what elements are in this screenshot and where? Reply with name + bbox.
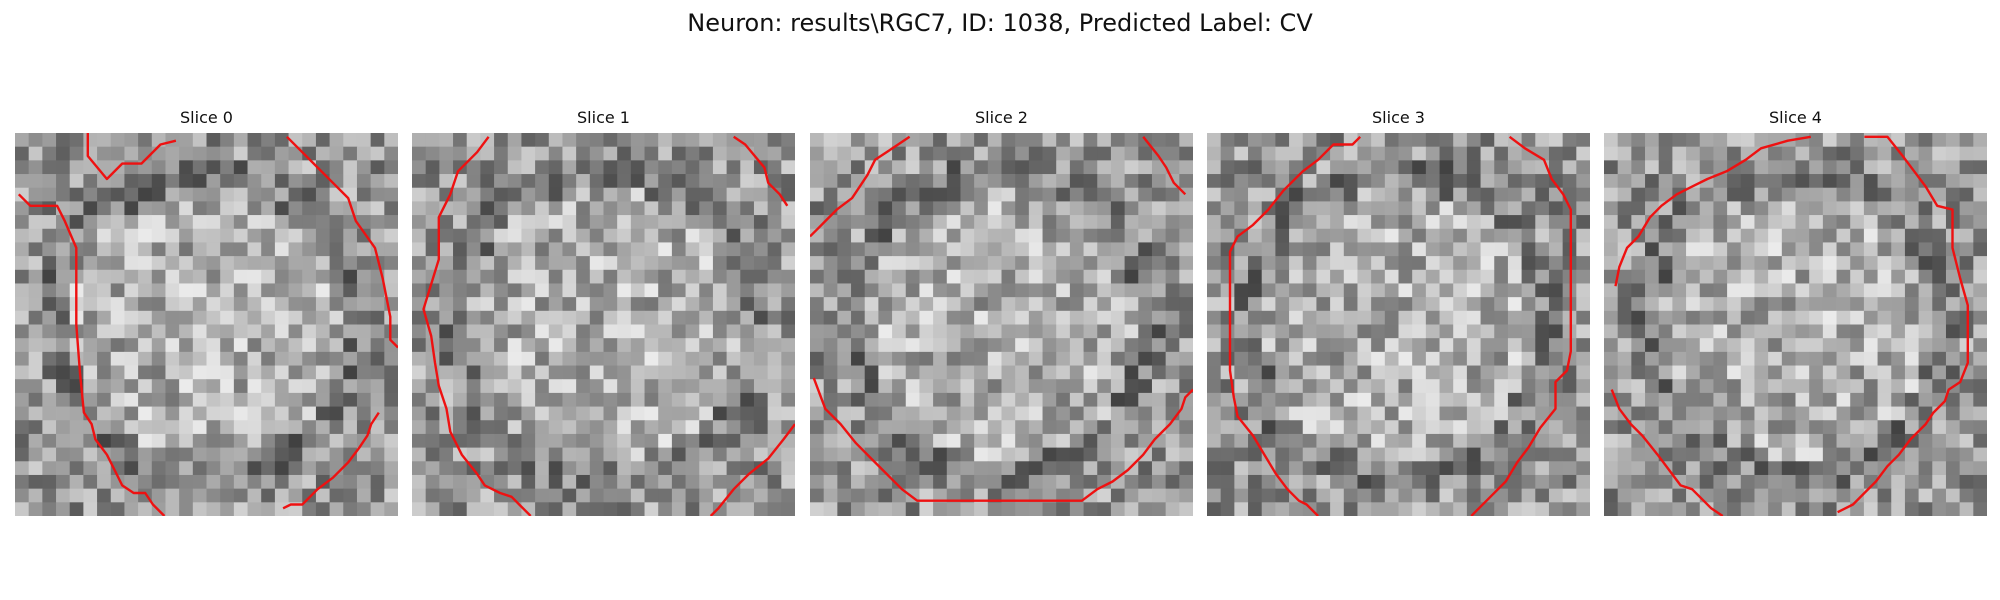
- contour-line-3-1: [1470, 135, 1572, 516]
- slice-panel-0: Slice 0: [15, 108, 398, 516]
- slice-title-1: Slice 1: [577, 108, 630, 127]
- slice-title-3: Slice 3: [1372, 108, 1425, 127]
- slice-panel-1: Slice 1: [412, 108, 795, 516]
- slice-image-1: [412, 133, 795, 516]
- slice-pixels-3: [1207, 133, 1590, 516]
- slice-image-4: [1604, 133, 1987, 516]
- slice-image-2: [810, 133, 1193, 516]
- slice-pixels-4: [1604, 133, 1987, 516]
- contour-line-4-0: [1614, 135, 1812, 287]
- contour-line-1-0: [422, 136, 532, 516]
- slice-image-0: [15, 133, 398, 516]
- slice-image-3: [1207, 133, 1590, 516]
- contour-line-1-1: [733, 135, 789, 207]
- contour-line-0-1: [286, 135, 398, 349]
- contour-line-2-1: [1142, 136, 1187, 196]
- contour-line-2-0: [810, 135, 911, 238]
- slice-title-2: Slice 2: [975, 108, 1028, 127]
- slice-panel-4: Slice 4: [1604, 108, 1987, 516]
- contour-line-0-3: [282, 411, 380, 510]
- slice-panel-2: Slice 2: [810, 108, 1193, 516]
- contour-line-1-2: [709, 423, 795, 516]
- slice-panel-3: Slice 3: [1207, 108, 1590, 516]
- contour-line-4-2: [1610, 389, 1724, 516]
- contour-line-0-0: [86, 133, 177, 181]
- contour-line-4-1: [1837, 135, 1969, 514]
- slice-pixels-1: [412, 133, 795, 516]
- contour-line-0-2: [17, 193, 166, 516]
- slice-title-0: Slice 0: [180, 108, 233, 127]
- slice-pixels-2: [810, 133, 1193, 516]
- slice-pixels-0: [15, 133, 398, 516]
- contour-line-2-2: [812, 377, 1193, 502]
- slice-title-4: Slice 4: [1769, 108, 1822, 127]
- contour-line-3-0: [1228, 135, 1362, 516]
- figure-title: Neuron: results\RGC7, ID: 1038, Predicte…: [687, 9, 1313, 37]
